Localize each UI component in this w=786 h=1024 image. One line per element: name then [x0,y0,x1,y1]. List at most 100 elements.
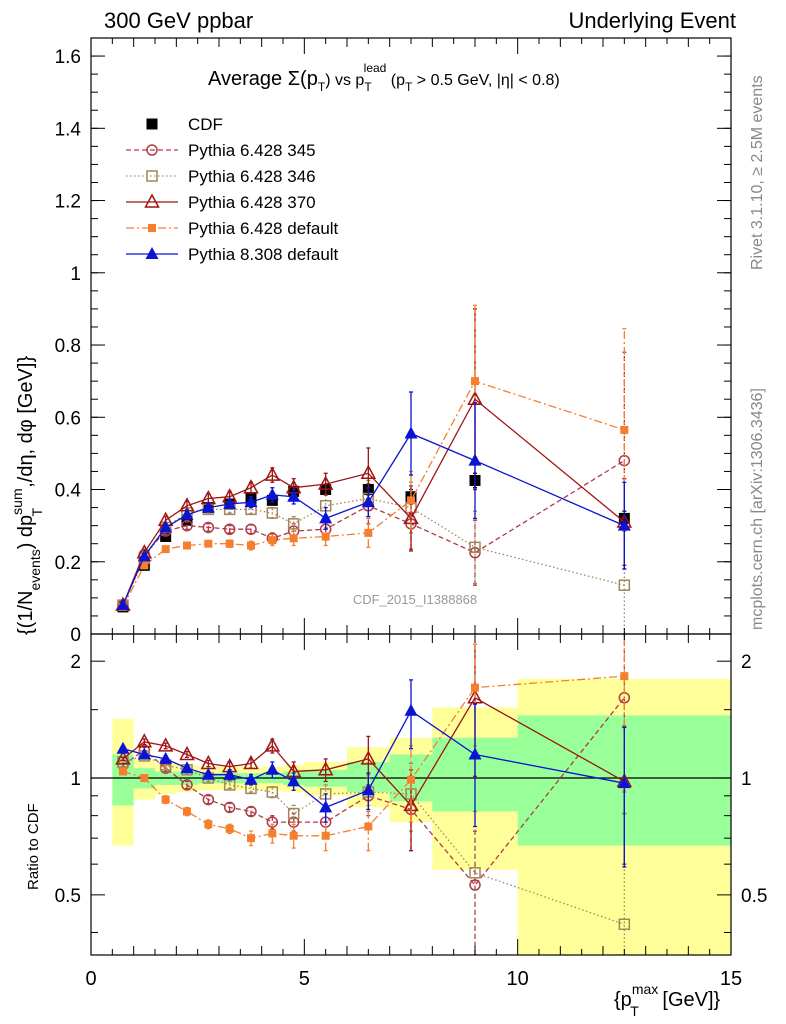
data-point [245,523,257,535]
data-point [243,754,259,770]
data-point [247,834,255,843]
data-point [361,495,375,508]
data-point [225,539,234,548]
main-title: Average Σ(pT) vs pTlead (pT > 0.5 GeV, |… [208,61,560,94]
data-point [319,511,333,524]
y-tick-label: 0.8 [55,336,81,357]
legend-label: Pythia 6.428 default [188,219,339,238]
data-point [321,831,330,840]
legend-entry-cdf: CDF [146,115,223,134]
data-point [244,772,258,785]
legend-marker [148,224,156,232]
data-point [264,466,281,481]
series-line-py346 [122,497,625,606]
legend-label: Pythia 6.428 370 [188,193,316,212]
series-py345 [117,351,631,611]
ratio-y-tick-label: 2 [70,652,81,673]
x-axis-label: {pmax T [GeV]} [614,981,721,1019]
legend-label: Pythia 6.428 346 [188,167,316,186]
data-point [223,801,236,814]
data-point [225,824,234,833]
data-point [136,733,153,748]
data-point [181,519,193,532]
data-point [265,487,279,500]
data-point [287,807,300,820]
series-line-py370 [122,398,625,606]
series-line-pydefault [122,380,625,608]
main-data-area [115,304,633,634]
series-py8 [116,391,631,611]
data-point [364,822,373,831]
series-line-py346 [122,755,625,925]
data-point [204,820,213,829]
ratio-plot: 0.5 0.5 1 1 2 2 0 5 10 15 [55,633,767,990]
data-point [618,918,631,931]
y-tick-label: 0.4 [55,481,82,502]
data-point [201,767,215,780]
header-right: Underlying Event [568,8,736,33]
legend-entry-py345: Pythia 6.428 345 [126,141,316,160]
series-line-py8 [122,432,625,606]
y-tick-label: 0 [70,625,81,646]
data-point [247,541,255,550]
data-point [404,426,418,439]
data-point [201,500,215,513]
series-pydefault [119,304,629,611]
x-tick-label: 15 [720,968,742,990]
data-point [407,775,415,784]
data-point [289,534,298,543]
data-point [223,496,237,509]
data-point [360,750,377,765]
legend-marker [146,144,158,156]
legend-marker [146,118,158,130]
data-point [119,767,127,776]
data-point [159,751,173,764]
data-point [287,774,301,787]
data-point [471,683,479,692]
ratio-y-tick-label: 0.5 [55,886,81,907]
legend-entry-py370: Pythia 6.428 370 [126,193,316,212]
data-point [181,779,193,791]
data-point [287,518,300,530]
data-point [244,495,258,508]
data-point [469,541,481,554]
ratio-ylabel: Ratio to CDF [25,803,42,890]
data-point [157,737,174,752]
data-point [468,453,482,466]
data-point [266,786,279,798]
y-tick-label: 1.6 [55,47,81,68]
legend-marker [145,247,159,259]
data-point [137,747,151,760]
ratio-data-area [91,634,731,955]
y-tick-label: 1 [70,264,81,285]
ratio-y-tick-label-right: 0.5 [741,886,767,907]
data-point [317,761,334,776]
data-point [319,800,333,813]
y-tick-label: 0.6 [55,408,81,429]
data-point [161,795,170,804]
legend-marker [144,193,160,208]
legend: CDF Pythia 6.428 345 Pythia 6.428 346 Pythi… [126,115,339,264]
mcplots-label: mcplots.cern.ch [arXiv:1306.3436] [749,388,766,630]
legend-label: Pythia 6.428 345 [188,141,316,160]
y-tick-label: 1.2 [55,192,81,213]
data-point [469,867,481,879]
legend-label: Pythia 8.308 default [188,245,339,264]
legend-marker [146,170,158,182]
data-point [159,520,173,533]
legend-entry-pydefault: Pythia 6.428 default [126,219,339,238]
data-point [137,549,151,562]
data-point [618,579,631,591]
data-point [287,489,301,502]
main-plot: 0 0.2 0.4 0.6 0.8 1 1.2 1.4 1.6 [55,37,732,646]
x-tick-label: 0 [85,968,96,990]
series-line-py345 [122,460,625,606]
data-point [140,561,149,570]
data-point [180,761,194,774]
data-point [179,745,195,761]
ratio-y-tick-label-right: 2 [741,652,752,673]
data-point [116,741,130,754]
rivet-label: Rivet 3.1.10, ≥ 2.5M events [749,75,766,270]
series-py370 [115,308,633,611]
data-point [268,829,277,838]
